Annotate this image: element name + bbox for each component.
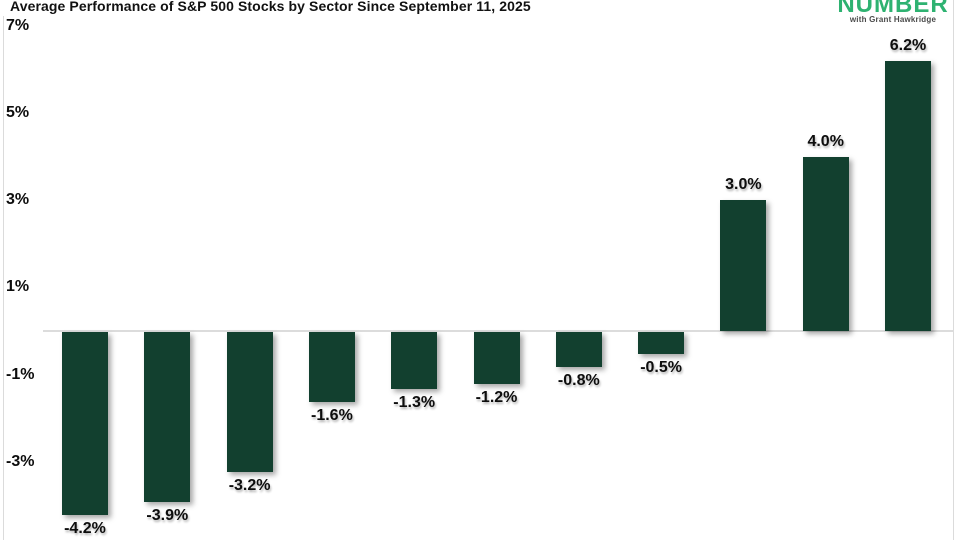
y-axis-tick-label: -3% — [6, 452, 35, 470]
bar — [391, 332, 438, 389]
bar-value-label: -4.2% — [64, 520, 106, 538]
bar — [226, 332, 273, 472]
y-axis-tick-label: 5% — [6, 104, 30, 121]
bar — [885, 60, 931, 331]
bar-value-label: -3.9% — [146, 507, 189, 524]
bar-value-label: -0.5% — [640, 358, 682, 376]
chart-title: Average Performance of S&P 500 Stocks by… — [10, 0, 531, 14]
y-axis-tick-label: -1% — [6, 365, 35, 383]
brand-logo-name: NUMBER — [837, 0, 949, 18]
bar-value-label: -1.2% — [475, 389, 518, 407]
bar — [473, 332, 520, 385]
bar — [555, 332, 602, 367]
bar-value-label: 4.0% — [807, 132, 844, 150]
bar-value-label: -0.8% — [557, 371, 600, 389]
bar — [638, 332, 685, 354]
bar-value-label: 3.0% — [725, 176, 762, 194]
bar — [62, 332, 108, 516]
y-axis-tick-label: 1% — [6, 278, 30, 296]
bar — [802, 156, 849, 331]
y-axis-line — [3, 16, 4, 540]
brand-logo-tagline: with Grant Hawkridge — [849, 15, 937, 24]
y-axis-tick-label: 7% — [6, 16, 30, 34]
bar — [144, 332, 191, 502]
bar-value-label: -1.3% — [393, 393, 436, 411]
y-axis-tick-label: 3% — [6, 191, 30, 209]
plot-right-border — [953, 0, 954, 540]
brand-logo: NUMBER with Grant Hawkridge — [831, 0, 955, 24]
bar-value-label: 6.2% — [889, 36, 927, 54]
bar — [720, 200, 767, 331]
bar — [308, 332, 355, 402]
zero-baseline — [43, 330, 954, 332]
bar-value-label: -3.2% — [228, 476, 271, 494]
bar-value-label: -1.6% — [310, 406, 353, 424]
